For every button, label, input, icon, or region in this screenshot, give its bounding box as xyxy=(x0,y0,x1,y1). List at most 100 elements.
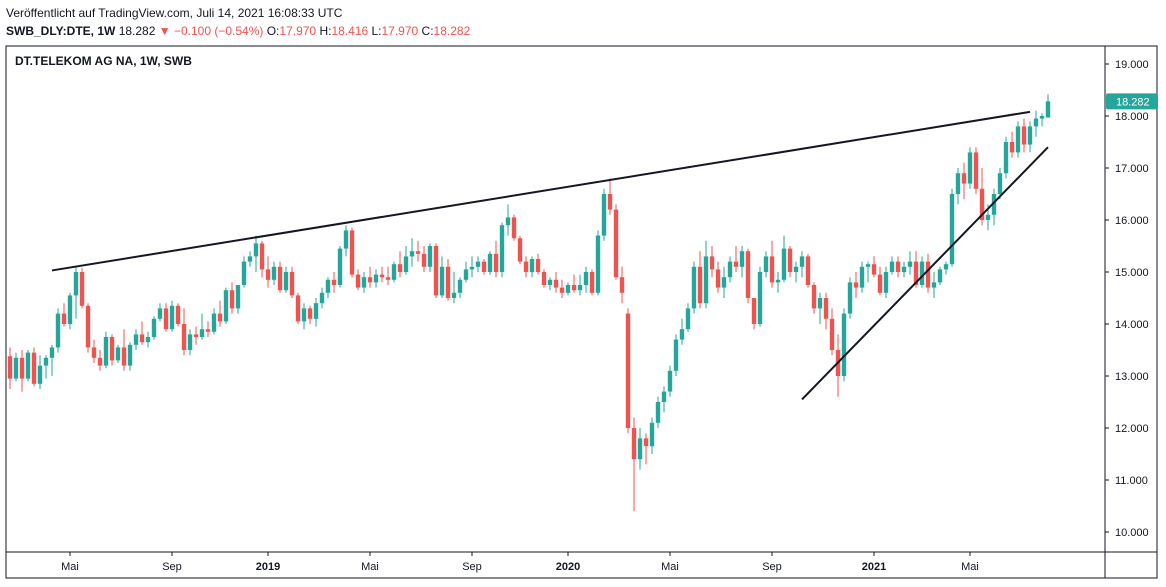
candle xyxy=(589,269,595,296)
candle-body xyxy=(793,266,799,272)
candle-body xyxy=(715,269,721,288)
candle xyxy=(871,256,877,278)
candle xyxy=(577,274,583,296)
close-label: C: xyxy=(421,24,434,38)
candle xyxy=(949,188,955,267)
x-tick-label: Mai xyxy=(961,561,979,573)
candle xyxy=(175,303,181,327)
candle-body xyxy=(97,357,103,366)
candle xyxy=(685,303,691,332)
candle xyxy=(823,292,829,330)
candle-body xyxy=(499,225,505,272)
candle-body xyxy=(913,261,919,285)
y-tick-label: 16.000 xyxy=(1115,215,1149,227)
candle xyxy=(553,272,559,293)
candle xyxy=(619,266,625,304)
candle xyxy=(7,347,13,389)
candle-body xyxy=(385,277,391,280)
candle xyxy=(361,272,367,293)
candle-body xyxy=(979,188,985,220)
candle-body xyxy=(1009,142,1015,153)
candle-body xyxy=(205,329,211,332)
candle-body xyxy=(337,248,343,285)
candle xyxy=(751,298,757,330)
candle xyxy=(337,246,343,288)
candle xyxy=(139,321,145,345)
x-tick-label: 2021 xyxy=(862,561,886,573)
candle-body xyxy=(445,266,451,298)
candle-body xyxy=(859,266,865,288)
candle-body xyxy=(745,251,751,298)
candle xyxy=(925,253,931,293)
candle xyxy=(349,227,355,278)
candle-body xyxy=(415,251,421,254)
candle-body xyxy=(511,217,517,239)
candle xyxy=(103,331,109,369)
candle xyxy=(181,308,187,356)
candle-body xyxy=(79,272,85,306)
candle xyxy=(433,243,439,298)
candle-body xyxy=(517,238,523,262)
candle xyxy=(787,246,793,278)
open-value: 17.970 xyxy=(279,24,317,38)
trendline-support[interactable] xyxy=(801,146,1049,401)
candle-body xyxy=(997,173,1003,194)
candle xyxy=(655,396,661,428)
candle-body xyxy=(865,264,871,267)
candle-body xyxy=(91,347,97,358)
candle-body xyxy=(103,337,109,366)
candle xyxy=(373,269,379,288)
trendlines-layer xyxy=(51,110,1049,401)
candle-body xyxy=(271,266,277,280)
x-tick-label: Sep xyxy=(162,561,182,573)
candle xyxy=(1015,121,1021,158)
candle xyxy=(529,256,535,278)
candle xyxy=(271,261,277,285)
candle-body xyxy=(823,298,829,319)
candle-body xyxy=(409,251,415,257)
candle-body xyxy=(1015,126,1021,153)
candle-body xyxy=(469,266,475,270)
candle-body xyxy=(109,337,115,361)
candle xyxy=(481,259,487,275)
high-value: 18.416 xyxy=(331,24,369,38)
candle-body xyxy=(403,256,409,272)
trendline-resistance[interactable] xyxy=(51,110,1031,272)
candle xyxy=(877,266,883,296)
candle-body xyxy=(193,334,199,337)
candle xyxy=(583,266,589,293)
candle-body xyxy=(289,272,295,296)
candle xyxy=(127,342,133,371)
candle-body xyxy=(187,334,193,350)
candle-body xyxy=(601,194,607,236)
candle-body xyxy=(355,274,361,288)
candle-body xyxy=(145,337,151,343)
candle xyxy=(277,261,283,293)
candle xyxy=(973,147,979,194)
candle xyxy=(817,292,823,324)
candle xyxy=(1027,121,1033,153)
candle xyxy=(331,272,337,293)
candle-body xyxy=(967,152,973,184)
candle xyxy=(643,433,649,465)
candle-body xyxy=(751,298,757,324)
candle-body xyxy=(607,194,613,210)
candle-body xyxy=(991,194,997,215)
candle-body xyxy=(1021,126,1027,145)
low-value: 17.970 xyxy=(381,24,419,38)
candle xyxy=(901,261,907,278)
candle xyxy=(259,240,265,278)
candle-body xyxy=(175,305,181,324)
close-value: 18.282 xyxy=(433,24,471,38)
candle-body xyxy=(367,277,373,283)
candle-body xyxy=(433,246,439,296)
candle-body xyxy=(703,256,709,304)
candle xyxy=(325,277,331,298)
candle xyxy=(571,274,577,293)
change-value: −0.100 (−0.54%) xyxy=(173,24,264,38)
low-label: L: xyxy=(371,24,382,38)
candle-body xyxy=(577,285,583,291)
candle xyxy=(895,256,901,278)
candle xyxy=(601,188,607,241)
